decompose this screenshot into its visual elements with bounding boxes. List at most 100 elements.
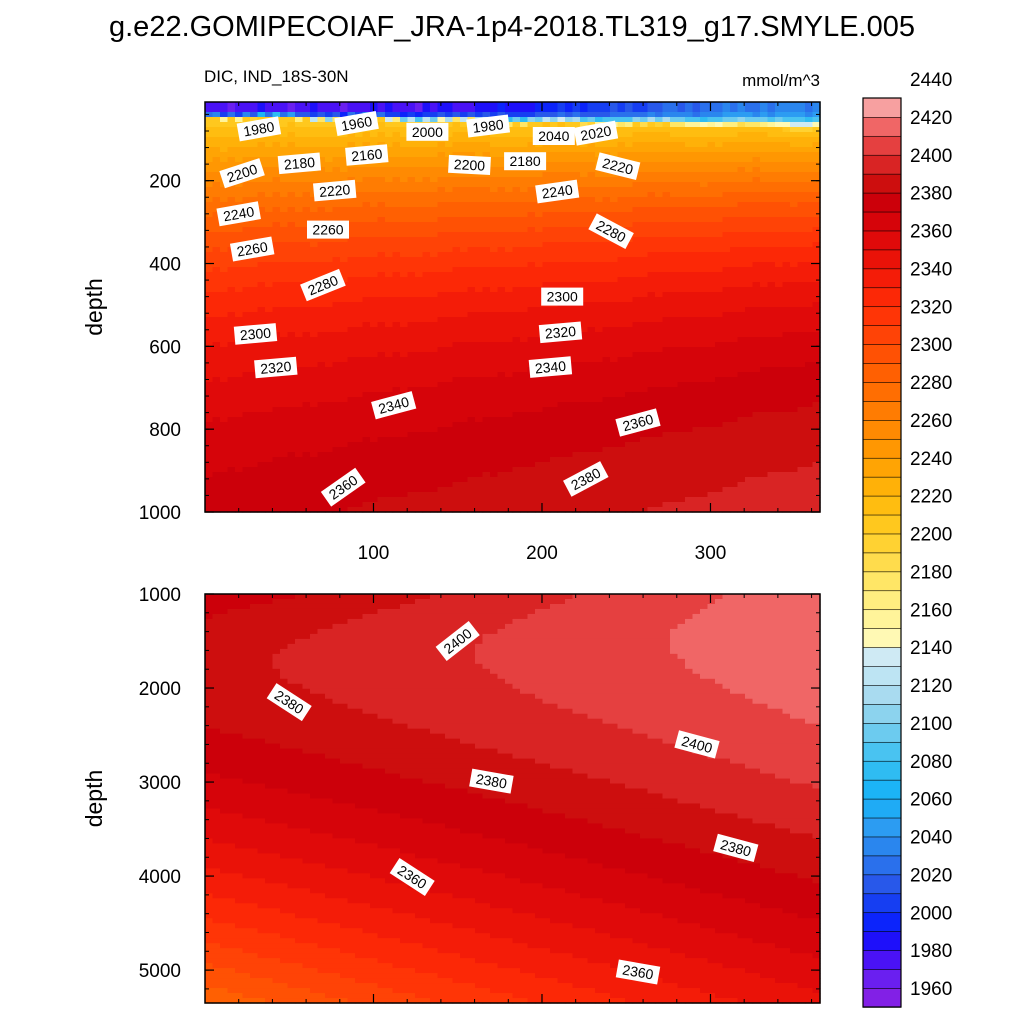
colorbar-label: 2400 <box>910 146 952 167</box>
colorbar-box <box>862 135 902 156</box>
colorbar-box <box>862 779 902 800</box>
contour-label: 2380 <box>713 833 759 863</box>
x-tick-label: 300 <box>695 543 727 564</box>
contour-label: 1980 <box>466 114 511 138</box>
colorbar-box <box>862 627 902 648</box>
x-tick-label: 200 <box>526 543 558 564</box>
contour-label: 2380 <box>469 768 514 794</box>
colorbar-box <box>862 741 902 762</box>
upper-y-tick-label: 400 <box>149 255 181 276</box>
colorbar-box <box>862 722 902 743</box>
colorbar-label: 2100 <box>910 714 952 735</box>
contour-label: 2400 <box>674 730 720 759</box>
colorbar-box <box>862 400 902 421</box>
contour-label: 2260 <box>229 236 275 262</box>
contour-label: 2000 <box>406 122 449 141</box>
x-tick-label: 100 <box>358 543 390 564</box>
colorbar-box <box>862 646 902 667</box>
colorbar-box <box>862 760 902 781</box>
colorbar-box <box>862 930 902 951</box>
contour-label: 2200 <box>448 154 491 175</box>
colorbar-box <box>862 893 902 914</box>
colorbar-box <box>862 211 902 232</box>
lower-y-tick-label: 2000 <box>139 679 181 700</box>
upper-y-tick-label: 1000 <box>139 503 181 524</box>
lower-color-field <box>205 594 821 1004</box>
lower-x-axis <box>238 594 813 1003</box>
contour-label: 2300 <box>541 287 584 306</box>
colorbar-box <box>862 552 902 573</box>
colorbar-box <box>862 230 902 251</box>
upper-y-axis: 200 400 600 800 1000 <box>139 113 820 524</box>
colorbar-box <box>862 514 902 535</box>
contour-label: 2040 <box>532 127 575 145</box>
colorbar-box <box>862 116 902 137</box>
colorbar-box <box>862 665 902 686</box>
colorbar-label: 2080 <box>910 752 952 773</box>
colorbar-box <box>862 987 902 1008</box>
colorbar-box <box>862 268 902 289</box>
upper-y-label: depth <box>81 278 107 336</box>
contour-label: 2240 <box>216 201 261 227</box>
colorbar-label: 2340 <box>910 259 952 280</box>
colorbar-label: 2360 <box>910 222 952 243</box>
colorbar-label: 2140 <box>910 638 952 659</box>
colorbar-label: 2000 <box>910 903 952 924</box>
colorbar-box <box>862 173 902 194</box>
colorbar-box <box>862 949 902 970</box>
colorbar-box <box>862 362 902 383</box>
colorbar-box <box>862 836 902 857</box>
contour-label: 2220 <box>595 152 641 181</box>
colorbar-box <box>862 306 902 326</box>
colorbar-box <box>862 381 902 402</box>
lower-y-tick-label: 5000 <box>139 961 181 982</box>
contour-label: 2320 <box>254 356 298 379</box>
upper-y-tick-label: 800 <box>149 420 181 441</box>
colorbar-label: 1980 <box>910 941 952 962</box>
upper-y-tick-label: 600 <box>149 337 181 358</box>
contour-label: 2220 <box>312 179 357 202</box>
colorbar-box <box>862 457 902 478</box>
lower-y-tick-label: 1000 <box>139 585 181 606</box>
colorbar-box <box>862 438 902 459</box>
variable-label: DIC, IND_18S-30N <box>204 67 349 86</box>
colorbar-box <box>862 533 902 554</box>
colorbar-box <box>862 968 902 989</box>
units-label: mmol/m^3 <box>742 71 820 90</box>
colorbar-label: 2060 <box>910 790 952 811</box>
colorbar-box <box>862 249 902 270</box>
colorbar-label: 2040 <box>910 828 952 849</box>
colorbar-label: 2020 <box>910 865 952 886</box>
colorbar-box <box>862 684 902 705</box>
colorbar-label: 2180 <box>910 562 952 583</box>
lower-y-tick-label: 4000 <box>139 867 181 888</box>
colorbar-box <box>862 855 902 876</box>
contour-label: 2300 <box>233 323 278 345</box>
colorbar-box <box>862 590 902 611</box>
colorbar-label: 2380 <box>910 184 952 205</box>
colorbar-box <box>862 324 902 345</box>
colorbar-label: 2240 <box>910 449 952 470</box>
lower-y-tick-label: 3000 <box>139 773 181 794</box>
contour-label: 1960 <box>334 110 379 137</box>
colorbar-box <box>862 571 902 592</box>
lower-y-axis: 1000 2000 3000 4000 5000 <box>139 585 820 990</box>
colorbar-label: 2260 <box>910 411 952 432</box>
colorbar-box <box>862 703 902 724</box>
colorbar-box <box>862 192 902 213</box>
colorbar-box <box>862 912 902 932</box>
colorbar-label: 2440 <box>910 70 952 91</box>
lower-y-label: depth <box>81 770 107 828</box>
colorbar-box <box>862 817 902 838</box>
colorbar-box <box>862 97 902 118</box>
colorbar-box <box>862 476 902 497</box>
colorbar-box <box>862 419 902 440</box>
upper-color-field <box>205 102 821 513</box>
colorbar-label: 2420 <box>910 108 952 129</box>
contour-label: 2340 <box>371 391 417 420</box>
upper-y-tick-label: 200 <box>149 172 181 193</box>
